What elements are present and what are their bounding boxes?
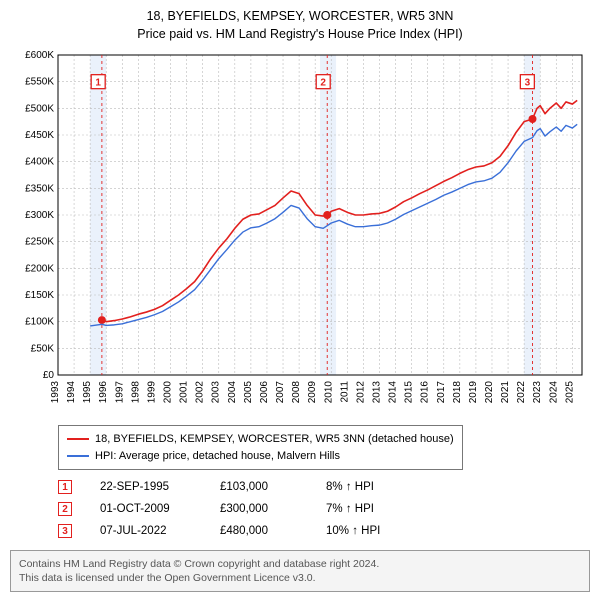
svg-text:2: 2 <box>320 78 326 89</box>
svg-text:£50K: £50K <box>31 343 55 354</box>
chart-container: 18, BYEFIELDS, KEMPSEY, WORCESTER, WR5 3… <box>0 0 600 602</box>
sale-marker-2: 2 <box>58 502 72 516</box>
svg-text:2019: 2019 <box>468 381 479 404</box>
svg-text:£400K: £400K <box>25 157 54 168</box>
svg-text:2024: 2024 <box>548 381 559 404</box>
legend-item-property: 18, BYEFIELDS, KEMPSEY, WORCESTER, WR5 3… <box>67 431 454 448</box>
sale-pct-1: 8% ↑ HPI <box>326 481 416 493</box>
svg-text:2008: 2008 <box>291 381 302 404</box>
svg-text:2015: 2015 <box>404 381 415 404</box>
title-line1: 18, BYEFIELDS, KEMPSEY, WORCESTER, WR5 3… <box>10 8 590 26</box>
sale-date-1: 22-SEP-1995 <box>100 481 192 493</box>
svg-text:2014: 2014 <box>388 381 399 404</box>
svg-text:2023: 2023 <box>532 381 543 404</box>
attribution: Contains HM Land Registry data © Crown c… <box>10 550 590 592</box>
svg-text:£450K: £450K <box>25 130 54 141</box>
svg-text:2020: 2020 <box>484 381 495 404</box>
attribution-line2: This data is licensed under the Open Gov… <box>19 571 581 585</box>
svg-text:1993: 1993 <box>50 381 61 404</box>
sale-pct-3: 10% ↑ HPI <box>326 525 416 537</box>
svg-text:2016: 2016 <box>420 381 431 404</box>
sale-price-2: £300,000 <box>220 503 298 515</box>
legend-item-hpi: HPI: Average price, detached house, Malv… <box>67 448 454 465</box>
sales-table: 1 22-SEP-1995 £103,000 8% ↑ HPI 2 01-OCT… <box>58 476 590 542</box>
svg-text:2022: 2022 <box>516 381 527 404</box>
sale-row-2: 2 01-OCT-2009 £300,000 7% ↑ HPI <box>58 498 590 520</box>
sale-price-1: £103,000 <box>220 481 298 493</box>
sale-date-3: 07-JUL-2022 <box>100 525 192 537</box>
sale-price-3: £480,000 <box>220 525 298 537</box>
svg-text:£200K: £200K <box>25 263 54 274</box>
svg-text:2004: 2004 <box>227 381 238 404</box>
svg-text:2009: 2009 <box>307 381 318 404</box>
svg-text:2017: 2017 <box>436 381 447 404</box>
svg-text:2011: 2011 <box>339 381 350 403</box>
svg-text:£150K: £150K <box>25 290 54 301</box>
svg-text:2001: 2001 <box>179 381 190 404</box>
legend-swatch-hpi <box>67 455 89 457</box>
svg-text:3: 3 <box>525 78 531 89</box>
svg-text:1: 1 <box>95 78 101 89</box>
svg-text:2003: 2003 <box>211 381 222 404</box>
svg-text:2010: 2010 <box>323 381 334 404</box>
svg-text:1998: 1998 <box>130 381 141 404</box>
svg-text:£0: £0 <box>43 370 55 381</box>
sale-date-2: 01-OCT-2009 <box>100 503 192 515</box>
svg-text:2021: 2021 <box>500 381 511 404</box>
svg-text:£600K: £600K <box>25 50 54 61</box>
svg-text:1997: 1997 <box>114 381 125 404</box>
svg-text:2000: 2000 <box>163 381 174 404</box>
svg-text:2005: 2005 <box>243 381 254 404</box>
svg-text:1999: 1999 <box>146 381 157 404</box>
svg-text:1996: 1996 <box>98 381 109 404</box>
svg-text:2007: 2007 <box>275 381 286 404</box>
legend-label-hpi: HPI: Average price, detached house, Malv… <box>95 448 340 465</box>
legend: 18, BYEFIELDS, KEMPSEY, WORCESTER, WR5 3… <box>58 425 463 470</box>
attribution-line1: Contains HM Land Registry data © Crown c… <box>19 557 581 571</box>
svg-text:2025: 2025 <box>564 381 575 404</box>
svg-text:2006: 2006 <box>259 381 270 404</box>
sale-row-1: 1 22-SEP-1995 £103,000 8% ↑ HPI <box>58 476 590 498</box>
sale-pct-2: 7% ↑ HPI <box>326 503 416 515</box>
svg-text:£250K: £250K <box>25 237 54 248</box>
svg-text:2018: 2018 <box>452 381 463 404</box>
legend-label-property: 18, BYEFIELDS, KEMPSEY, WORCESTER, WR5 3… <box>95 431 454 448</box>
svg-text:1994: 1994 <box>66 381 77 404</box>
svg-text:2012: 2012 <box>355 381 366 404</box>
chart-svg: £0 £50K £100K £150K £200K £250K £300K £350K £400… <box>10 49 590 419</box>
svg-text:£500K: £500K <box>25 103 54 114</box>
title-line2: Price paid vs. HM Land Registry's House … <box>10 26 590 44</box>
title-block: 18, BYEFIELDS, KEMPSEY, WORCESTER, WR5 3… <box>10 8 590 43</box>
svg-text:£550K: £550K <box>25 77 54 88</box>
legend-swatch-property <box>67 438 89 440</box>
svg-text:£350K: £350K <box>25 183 54 194</box>
sale-marker-3: 3 <box>58 524 72 538</box>
chart-area: £0 £50K £100K £150K £200K £250K £300K £350K £400… <box>10 49 590 419</box>
sale-row-3: 3 07-JUL-2022 £480,000 10% ↑ HPI <box>58 520 590 542</box>
svg-text:2013: 2013 <box>371 381 382 404</box>
svg-text:£100K: £100K <box>25 317 54 328</box>
svg-text:£300K: £300K <box>25 210 54 221</box>
svg-text:1995: 1995 <box>82 381 93 404</box>
svg-text:2002: 2002 <box>195 381 206 404</box>
sale-marker-1: 1 <box>58 480 72 494</box>
